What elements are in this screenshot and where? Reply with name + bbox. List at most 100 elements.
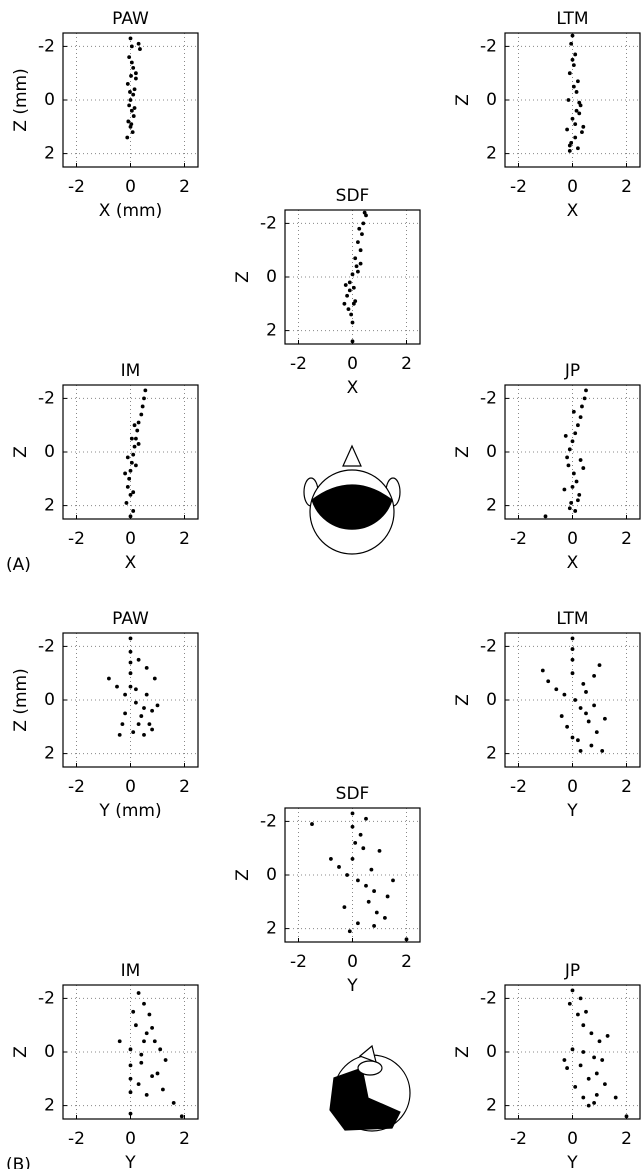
point bbox=[592, 673, 596, 678]
x-axis-label: Y bbox=[566, 801, 578, 821]
x-tick-label: 2 bbox=[621, 177, 632, 197]
y-tick-label: 0 bbox=[486, 90, 497, 110]
point bbox=[350, 272, 355, 277]
x-tick-label: -2 bbox=[290, 952, 307, 972]
point bbox=[129, 436, 134, 441]
plot-frame bbox=[62, 984, 199, 1120]
point bbox=[147, 1012, 152, 1017]
panel-title: SDF bbox=[336, 186, 370, 206]
point bbox=[134, 71, 138, 76]
panel-title: PAW bbox=[112, 9, 149, 29]
x-tick-label: -2 bbox=[68, 529, 85, 549]
point bbox=[155, 1071, 160, 1076]
point bbox=[125, 484, 130, 489]
point bbox=[123, 471, 127, 476]
point bbox=[543, 514, 548, 519]
x-tick-label: -2 bbox=[68, 1129, 85, 1149]
plot-frame bbox=[504, 384, 641, 520]
point bbox=[136, 420, 141, 425]
point bbox=[573, 509, 578, 513]
x-axis-label: X bbox=[125, 553, 137, 573]
point bbox=[570, 33, 575, 38]
point bbox=[136, 991, 141, 995]
x-axis-label: X bbox=[567, 553, 579, 573]
point bbox=[578, 996, 583, 1001]
point bbox=[571, 409, 576, 414]
y-tick-label: 2 bbox=[44, 744, 55, 764]
point bbox=[567, 1001, 572, 1006]
point bbox=[571, 84, 576, 89]
point bbox=[592, 703, 596, 708]
point bbox=[132, 423, 137, 428]
point bbox=[144, 692, 149, 697]
point bbox=[128, 649, 133, 654]
point bbox=[592, 1055, 596, 1060]
panel: -2 0 2 -2 0 2 SDF Y Z bbox=[233, 784, 421, 996]
point bbox=[391, 878, 395, 883]
point bbox=[128, 36, 133, 41]
point bbox=[117, 732, 122, 737]
point bbox=[128, 492, 133, 497]
point bbox=[576, 738, 580, 743]
point bbox=[131, 114, 136, 118]
point bbox=[581, 682, 586, 686]
y-tick-label: 0 bbox=[44, 90, 55, 110]
point bbox=[603, 1082, 607, 1087]
point bbox=[131, 490, 136, 495]
y-tick-label: -2 bbox=[38, 636, 55, 656]
y-tick-label: -2 bbox=[480, 388, 497, 408]
point bbox=[128, 684, 133, 689]
y-axis-label: Z bbox=[11, 1046, 31, 1058]
point bbox=[136, 442, 141, 446]
y-tick-label: 2 bbox=[486, 1096, 497, 1116]
y-tick-label: 0 bbox=[486, 442, 497, 462]
point bbox=[117, 1039, 122, 1044]
point bbox=[566, 98, 571, 102]
point bbox=[570, 636, 575, 641]
x-tick-label: -2 bbox=[510, 529, 527, 549]
point bbox=[580, 130, 584, 135]
point bbox=[134, 700, 138, 705]
point bbox=[350, 824, 355, 829]
y-axis-label: Z bbox=[453, 446, 473, 458]
panel: -2 0 2 -2 0 2 LTM X Z bbox=[453, 9, 641, 221]
point bbox=[150, 1025, 155, 1030]
plot-frame bbox=[62, 632, 199, 768]
point bbox=[385, 894, 390, 899]
panel: -2 0 2 -2 0 2 IM Y Z (B) bbox=[6, 961, 199, 1169]
point bbox=[144, 1092, 149, 1097]
point bbox=[138, 47, 142, 51]
x-tick-label: 0 bbox=[347, 952, 358, 972]
point bbox=[584, 711, 588, 716]
x-tick-label: 2 bbox=[179, 1129, 190, 1149]
panel: -2 0 2 -2 0 2 IM X Z (A) bbox=[6, 361, 199, 575]
panel-title: JP bbox=[564, 961, 580, 981]
point bbox=[129, 460, 134, 465]
point bbox=[360, 232, 364, 237]
y-tick-label: 0 bbox=[266, 865, 277, 885]
y-tick-label: -2 bbox=[38, 36, 55, 56]
y-tick-label: 2 bbox=[486, 744, 497, 764]
point bbox=[136, 1082, 141, 1087]
x-tick-label: -2 bbox=[68, 177, 85, 197]
point bbox=[128, 90, 132, 94]
point bbox=[136, 41, 141, 46]
point bbox=[142, 396, 146, 401]
point bbox=[143, 388, 148, 393]
point bbox=[570, 1047, 575, 1052]
point bbox=[580, 404, 584, 409]
point bbox=[563, 434, 568, 438]
panel-label: (B) bbox=[6, 1155, 31, 1169]
point bbox=[567, 71, 572, 76]
point bbox=[358, 248, 363, 253]
x-tick-label: 2 bbox=[621, 529, 632, 549]
y-tick-label: -2 bbox=[38, 988, 55, 1008]
point bbox=[603, 716, 607, 721]
point bbox=[576, 79, 580, 84]
point bbox=[576, 1012, 580, 1017]
point bbox=[129, 108, 134, 113]
point bbox=[337, 865, 341, 869]
point bbox=[565, 1066, 569, 1070]
y-tick-label: 0 bbox=[44, 690, 55, 710]
